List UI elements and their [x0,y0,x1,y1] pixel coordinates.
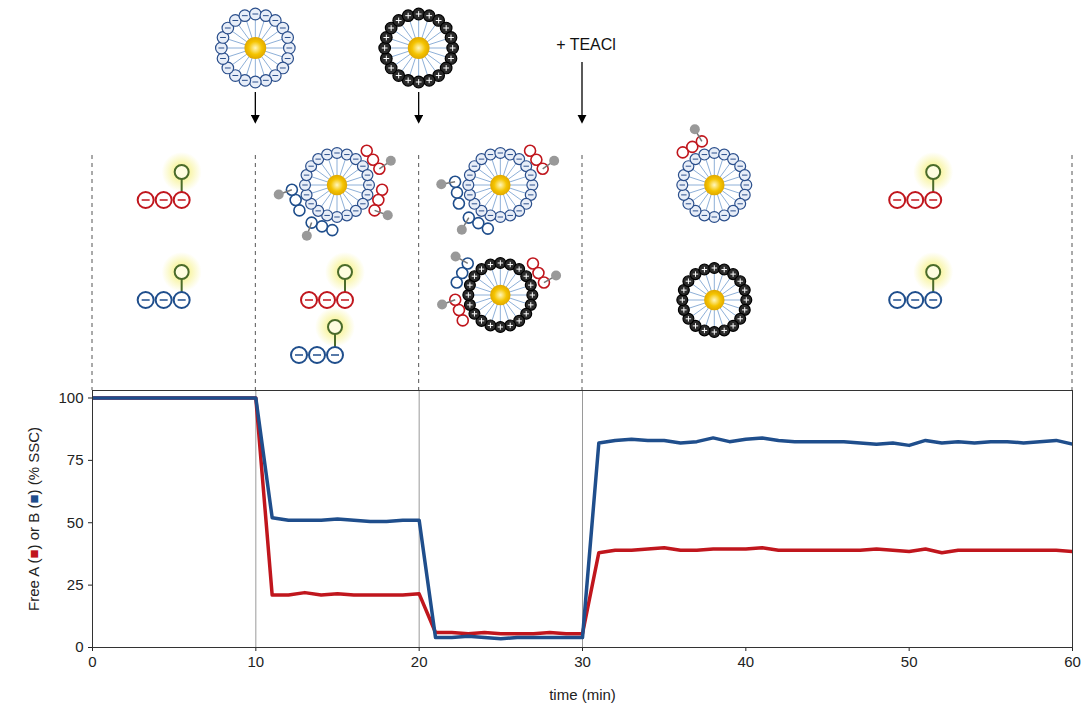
svg-text:20: 20 [411,653,428,670]
svg-text:60: 60 [1064,653,1081,670]
svg-text:25: 25 [67,576,84,593]
svg-text:100: 100 [58,389,83,406]
svg-text:time (min): time (min) [549,686,616,703]
svg-text:10: 10 [247,653,264,670]
svg-text:40: 40 [737,653,754,670]
svg-text:Free A (■) or B (■) (% SSC): Free A (■) or B (■) (% SSC) [25,427,42,611]
svg-text:30: 30 [574,653,591,670]
svg-text:75: 75 [67,451,84,468]
svg-text:0: 0 [75,638,83,655]
svg-text:50: 50 [901,653,918,670]
svg-text:+ TEACl: + TEACl [556,36,616,53]
svg-text:50: 50 [67,514,84,531]
svg-text:0: 0 [88,653,96,670]
